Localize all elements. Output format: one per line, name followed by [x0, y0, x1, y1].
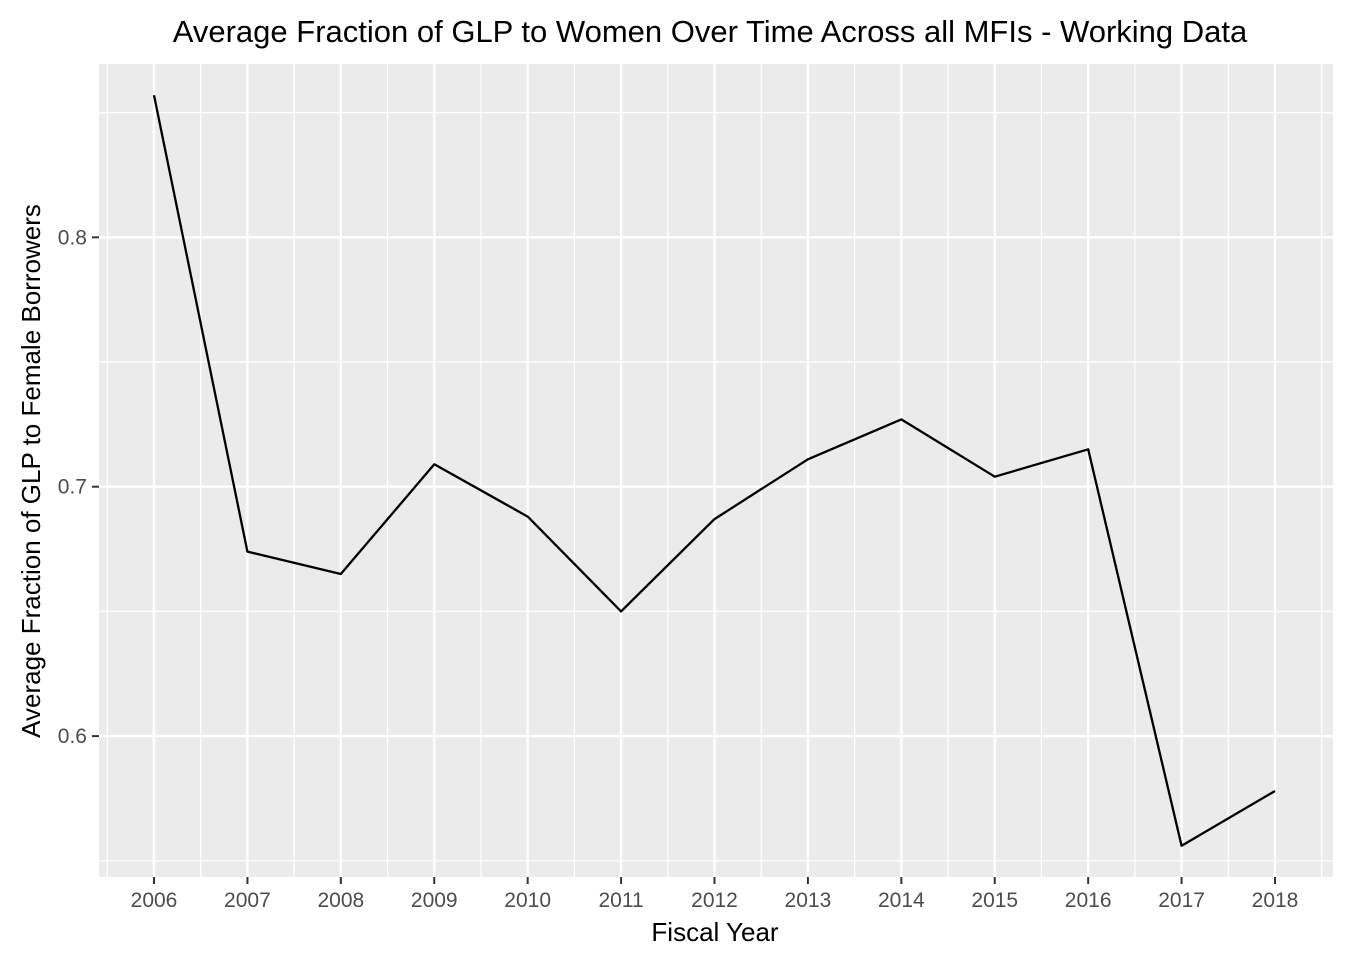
y-tick-label: 0.6 — [58, 725, 87, 748]
x-tick-label: 2013 — [785, 889, 832, 912]
x-tick-label: 2007 — [224, 889, 271, 912]
y-tick-label: 0.7 — [58, 476, 87, 499]
x-tick-label: 2014 — [878, 889, 925, 912]
x-tick-label: 2018 — [1252, 889, 1299, 912]
x-tick-label: 2011 — [598, 889, 643, 912]
x-tick-label: 2006 — [131, 889, 178, 912]
plot-panel — [99, 64, 1333, 877]
minor-gridlines — [99, 64, 1333, 877]
x-tick-label: 2009 — [411, 889, 458, 912]
chart-title: Average Fraction of GLP to Women Over Ti… — [173, 14, 1248, 49]
x-axis-title: Fiscal Year — [651, 917, 779, 947]
series-layer — [152, 94, 1276, 847]
major-gridlines — [99, 64, 1333, 877]
series-line — [152, 94, 1276, 847]
y-tick-label: 0.8 — [58, 226, 87, 249]
axis-ticks — [92, 236, 1276, 884]
x-tick-label: 2017 — [1158, 889, 1205, 912]
x-tick-label: 2015 — [971, 889, 1018, 912]
x-axis-tick-labels: 2006 2007 2008 2009 2010 2011 2012 2013 2014 2015… — [131, 889, 1299, 912]
y-axis-title: Average Fraction of GLP to Female Borrow… — [16, 204, 46, 738]
x-tick-label: 2012 — [691, 889, 738, 912]
x-tick-label: 2008 — [317, 889, 364, 912]
x-tick-label: 2016 — [1065, 889, 1112, 912]
x-tick-label: 2010 — [504, 889, 551, 912]
y-axis-tick-labels: 0.6 0.7 0.8 — [58, 226, 87, 748]
